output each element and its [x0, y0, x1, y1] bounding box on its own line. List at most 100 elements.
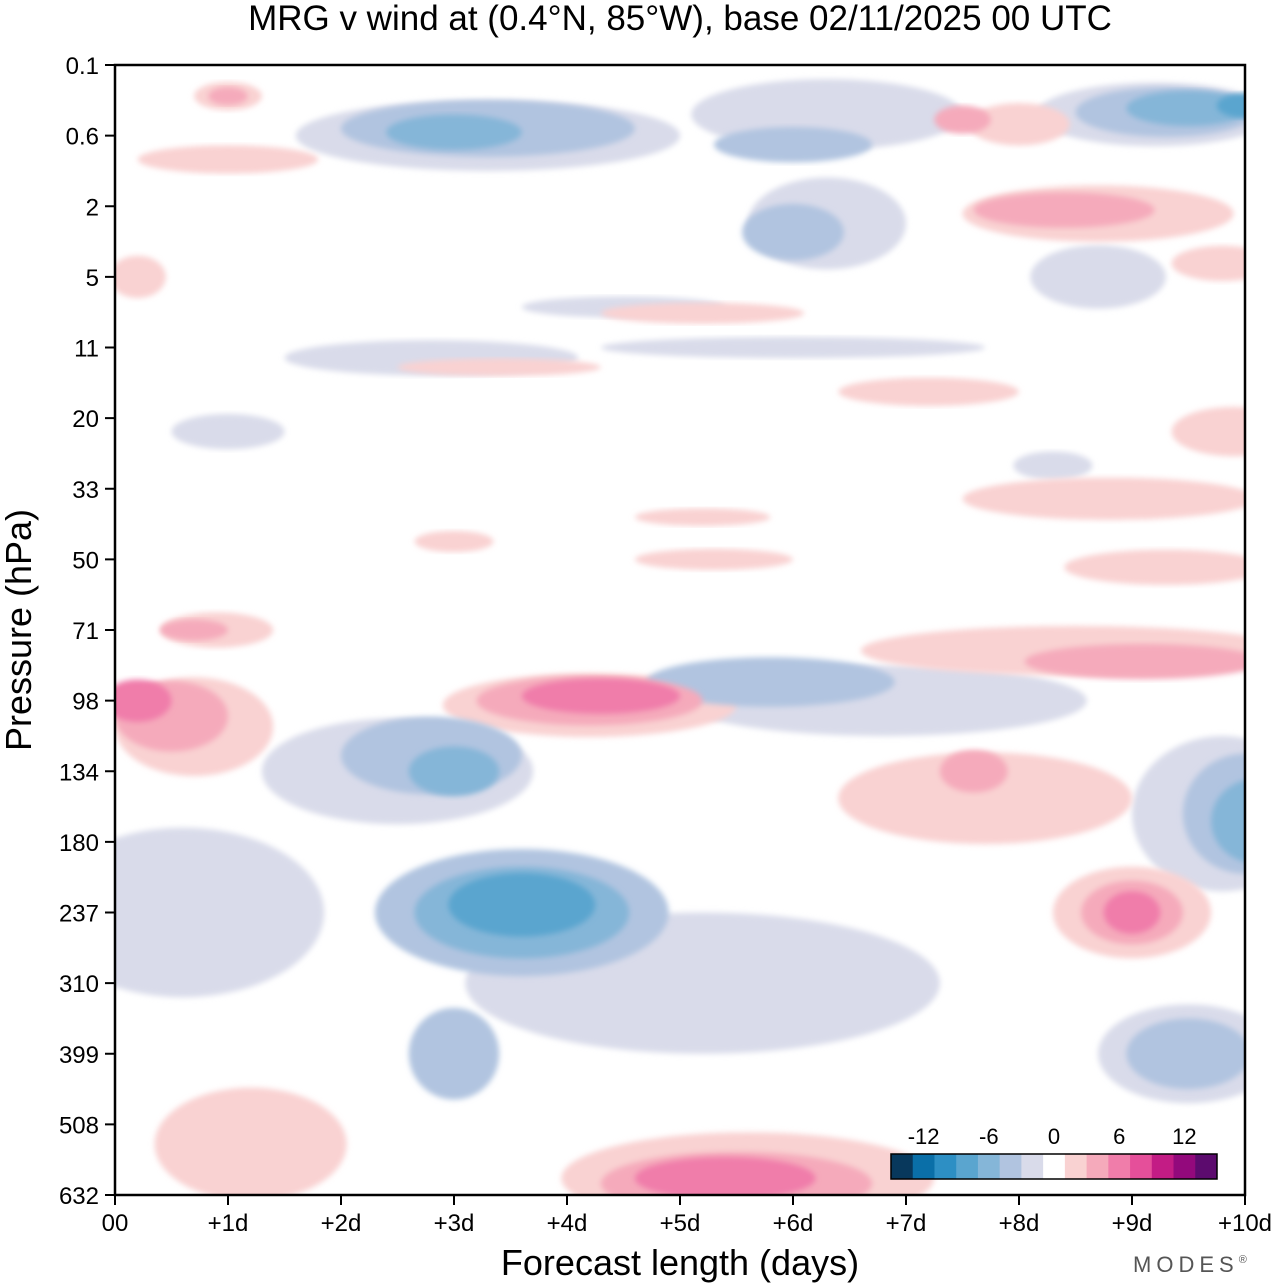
x-tick-label-6: +6d: [773, 1210, 814, 1237]
y-tick-label-3: 5: [86, 265, 99, 292]
colorbar-swatch-3: [956, 1154, 979, 1179]
contour-pos-34: [634, 508, 771, 526]
y-tick-label-13: 310: [59, 971, 99, 998]
contour-neg-47: [713, 127, 873, 163]
contour-neg-13: [600, 336, 986, 359]
contour-neg-14: [171, 413, 285, 450]
x-tick-label-9: +9d: [1112, 1210, 1153, 1237]
x-axis-title: Forecast length (days): [501, 1242, 859, 1283]
contour-neg-64: [1126, 90, 1245, 126]
contour-pos-31: [1064, 549, 1245, 585]
x-tick-label-1: +1d: [208, 1210, 249, 1237]
y-tick-label-12: 237: [59, 901, 99, 928]
contour-pos-30: [962, 477, 1245, 520]
contour-pos-57: [973, 192, 1155, 228]
colorbar-swatch-11: [1130, 1154, 1153, 1179]
contour-pos-59: [208, 87, 248, 105]
contour-neg-45: [1126, 1018, 1245, 1090]
colorbar-swatch-13: [1173, 1154, 1196, 1179]
x-tick-label-10: +10d: [1218, 1210, 1272, 1237]
contour-pos-38: [600, 302, 805, 324]
y-tick-label-10: 134: [59, 759, 99, 786]
contour-pos-67: [1103, 891, 1161, 934]
contour-neg-48: [742, 203, 844, 261]
contour-pos-21: [838, 752, 1132, 845]
y-tick-label-14: 399: [59, 1042, 99, 1069]
colorbar-swatch-6: [1021, 1154, 1044, 1179]
y-tick-label-16: 632: [59, 1183, 99, 1210]
y-tick-label-7: 50: [72, 547, 99, 574]
contour-neg-70: [1216, 93, 1245, 118]
y-tick-label-4: 11: [74, 336, 99, 363]
x-tick-label-8: +8d: [999, 1210, 1040, 1237]
colorbar-frame: [890, 1153, 1218, 1180]
contour-pos-35: [1171, 406, 1245, 457]
brand-text: MODES: [1133, 1252, 1239, 1277]
colorbar-swatch-12: [1151, 1154, 1175, 1179]
colorbar-swatch-0: [891, 1154, 914, 1179]
chart-title: MRG v wind at (0.4°N, 85°W), base 02/11/…: [248, 0, 1112, 38]
x-tick-label-0: 00: [102, 1210, 129, 1237]
contour-pos-51: [160, 619, 229, 641]
colorbar: -12 -6 0 6 12: [890, 1124, 1218, 1180]
contour-pos-39: [115, 255, 166, 299]
y-tick-label-1: 0.6: [66, 124, 99, 151]
colorbar-tick-label-4: 12: [1172, 1124, 1196, 1149]
y-tick-label-0: 0.1: [66, 53, 99, 80]
colorbar-tick-label-1: -6: [979, 1124, 999, 1149]
contour-pos-32: [634, 548, 794, 570]
x-tick-label-5: +5d: [660, 1210, 701, 1237]
contour-pos-23: [154, 1087, 347, 1195]
x-tick-label-2: +2d: [321, 1210, 362, 1237]
x-tick-label-4: +4d: [547, 1210, 588, 1237]
contour-neg-15: [1013, 451, 1093, 480]
contour-layer: [115, 79, 1245, 1195]
colorbar-tick-label-2: 0: [1048, 1124, 1060, 1149]
colorbar-swatch-7: [1043, 1154, 1066, 1179]
y-tick-label-2: 2: [86, 194, 99, 221]
contour-pos-27: [968, 103, 1070, 146]
contour-pos-54: [939, 750, 1008, 793]
y-tick-label-6: 33: [72, 477, 99, 504]
axis-ticks: 00 +1d +2d +3d +4d +5d +6d +7d +8d +9d +10d 0.1 0.6 2…: [59, 53, 1272, 1237]
contour-neg-61: [408, 746, 500, 796]
contour-neg-43: [646, 657, 895, 707]
contour-pos-36: [838, 377, 1019, 406]
colorbar-tick-label-3: 6: [1113, 1124, 1125, 1149]
contour-neg-11: [1030, 245, 1166, 309]
x-tick-label-7: +7d: [886, 1210, 927, 1237]
colorbar-swatch-14: [1195, 1154, 1218, 1179]
contour-pos-68: [634, 1157, 816, 1195]
contour-pos-66: [521, 678, 681, 714]
colorbar-swatch-8: [1064, 1154, 1088, 1179]
contour-neg-63: [386, 114, 522, 150]
y-tick-label-11: 180: [59, 830, 99, 857]
y-tick-label-8: 71: [72, 618, 99, 645]
contour-pos-29: [137, 145, 319, 174]
contour-neg-1: [115, 827, 325, 998]
contour-pos-65: [115, 679, 172, 722]
brand-mark: ®: [1239, 1254, 1252, 1266]
contour-neg-69: [448, 873, 596, 937]
contour-pos-37: [397, 358, 601, 377]
contour-pos-53: [1024, 643, 1245, 680]
colorbar-swatch-1: [912, 1154, 935, 1179]
brand-logo: MODES®: [1133, 1252, 1252, 1277]
colorbar-swatch-4: [977, 1154, 1001, 1179]
y-tick-label-9: 98: [72, 689, 99, 716]
contour-pos-58: [934, 105, 991, 134]
x-tick-label-3: +3d: [434, 1210, 475, 1237]
colorbar-swatch-10: [1108, 1154, 1131, 1179]
contour-pos-26: [1171, 245, 1245, 282]
y-axis-title: Pressure (hPa): [0, 509, 39, 751]
colorbar-swatch-5: [999, 1154, 1022, 1179]
contour-pos-33: [414, 530, 494, 553]
contour-neg-41: [408, 1007, 500, 1100]
colorbar-tick-label-0: -12: [908, 1124, 940, 1149]
colorbar-swatch-9: [1086, 1154, 1109, 1179]
y-tick-label-15: 508: [59, 1112, 99, 1139]
y-tick-label-5: 20: [72, 406, 99, 433]
contour-neg-62: [1211, 780, 1245, 863]
colorbar-swatch-2: [934, 1154, 957, 1179]
